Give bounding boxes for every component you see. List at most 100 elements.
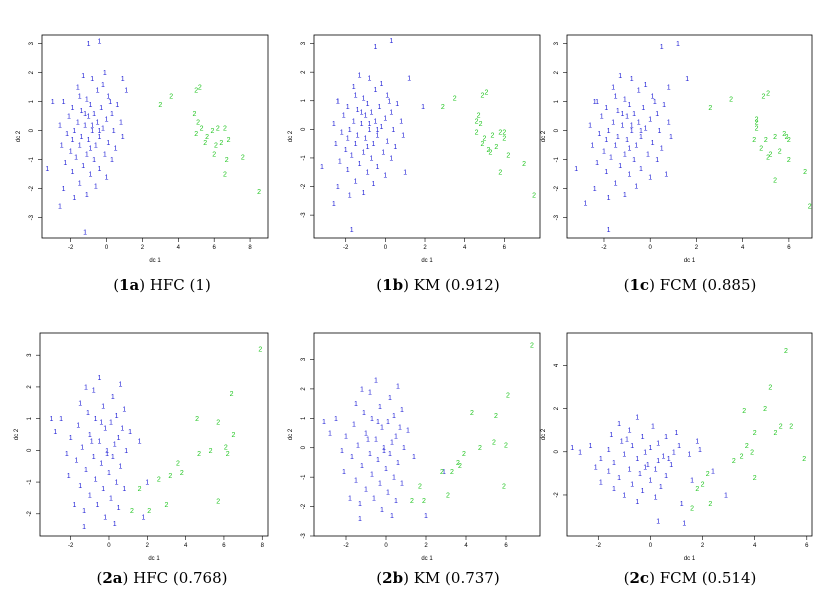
caption-text: ) HFC (1) — [139, 276, 211, 294]
cluster-2-point: 2 — [205, 134, 209, 141]
cluster-1-point: 1 — [402, 445, 406, 452]
cluster-1-point: 1 — [92, 388, 96, 395]
cluster-2-point: 2 — [485, 90, 489, 97]
cluster-1-point: 1 — [352, 118, 356, 125]
panel-caption: (2b) KM (0.737) — [376, 569, 499, 587]
cluster-1-point: 1 — [623, 192, 627, 199]
cluster-1-point: 1 — [388, 395, 392, 402]
cluster-2-point: 2 — [808, 204, 812, 211]
cluster-1-point: 1 — [657, 128, 661, 135]
cluster-1-point: 1 — [584, 201, 588, 208]
cluster-1-point: 1 — [115, 102, 119, 109]
cluster-1-point: 1 — [380, 507, 384, 514]
cluster-1-point: 1 — [94, 416, 98, 423]
y-tick-label: -2 — [554, 492, 560, 498]
cluster-1-point: 1 — [111, 454, 115, 461]
cluster-2-point: 2 — [210, 128, 214, 135]
cluster-2-point: 2 — [138, 486, 142, 493]
cluster-1-point: 1 — [103, 514, 107, 521]
y-tick-label: -2 — [27, 510, 33, 516]
cluster-2-point: 2 — [196, 120, 200, 127]
cluster-1-point: 1 — [372, 495, 376, 502]
cluster-1-point: 1 — [124, 88, 128, 95]
cluster-2-point: 2 — [766, 154, 770, 161]
cluster-1-point: 1 — [109, 419, 113, 426]
cluster-1-point: 1 — [87, 114, 91, 121]
cluster-1-point: 1 — [635, 415, 639, 422]
cluster-1-point: 1 — [84, 467, 88, 474]
y-tick-label: 0 — [301, 127, 307, 131]
y-tick-label: 3 — [27, 353, 33, 357]
cluster-1-point: 1 — [138, 438, 142, 445]
y-tick-label: -3 — [29, 214, 35, 220]
x-tick-label: 0 — [384, 543, 388, 549]
x-tick-label: 0 — [649, 543, 653, 549]
cluster-1-point: 1 — [690, 477, 694, 484]
y-tick-label: -2 — [29, 185, 35, 191]
x-tick-label: 6 — [222, 543, 226, 549]
cluster-1-point: 1 — [84, 384, 88, 391]
cluster-1-point: 1 — [106, 93, 110, 100]
cluster-1-point: 1 — [338, 158, 342, 165]
cluster-1-point: 1 — [59, 416, 63, 423]
y-tick-label: 3 — [29, 41, 35, 45]
cluster-1-point: 1 — [611, 120, 615, 127]
cluster-1-point: 1 — [364, 486, 368, 493]
cluster-1-point: 1 — [646, 462, 650, 469]
cluster-1-point: 1 — [599, 480, 603, 487]
cluster-1-point: 1 — [639, 128, 643, 135]
cluster-1-point: 1 — [664, 473, 668, 480]
cluster-1-point: 1 — [356, 133, 360, 140]
cluster-1-point: 1 — [113, 521, 117, 528]
y-tick-label: -3 — [301, 212, 307, 218]
cluster-2-point: 2 — [490, 133, 494, 140]
cluster-1-point: 1 — [643, 449, 647, 456]
x-tick-label: 4 — [741, 245, 745, 251]
cluster-1-point: 1 — [655, 157, 659, 164]
cluster-1-point: 1 — [78, 143, 82, 150]
x-tick-label: 2 — [701, 543, 705, 549]
cluster-1-point: 1 — [637, 88, 641, 95]
cluster-1-point: 1 — [634, 183, 638, 190]
y-axis-label: dc 2 — [541, 130, 547, 142]
cluster-1-point: 1 — [115, 413, 119, 420]
cluster-2-point: 2 — [729, 96, 733, 103]
cluster-1-point: 1 — [630, 443, 634, 450]
cluster-1-point: 1 — [614, 180, 618, 187]
cluster-1-point: 1 — [354, 93, 358, 100]
cluster-1-point: 1 — [623, 96, 627, 103]
cluster-2-point: 2 — [740, 454, 744, 461]
cluster-1-point: 1 — [607, 128, 611, 135]
cluster-1-point: 1 — [635, 456, 639, 463]
cluster-1-point: 1 — [424, 513, 428, 520]
cluster-1-point: 1 — [627, 102, 631, 109]
x-tick-label: 4 — [753, 543, 757, 549]
cluster-2-point: 2 — [498, 130, 502, 137]
cluster-1-point: 1 — [618, 163, 622, 170]
cluster-1-point: 1 — [389, 110, 393, 117]
cluster-1-point: 1 — [382, 445, 386, 452]
caption-id: 1b — [382, 276, 403, 294]
cluster-2-point: 2 — [241, 154, 245, 161]
cluster-1-point: 1 — [72, 195, 76, 202]
cluster-1-point: 1 — [376, 419, 380, 426]
cluster-1-point: 1 — [667, 456, 671, 463]
cluster-1-point: 1 — [142, 514, 146, 521]
cluster-1-point: 1 — [340, 130, 344, 137]
cluster-1-point: 1 — [328, 431, 332, 438]
cluster-1-point: 1 — [119, 381, 123, 388]
cluster-2-point: 2 — [502, 483, 506, 490]
cluster-1-point: 1 — [625, 436, 629, 443]
cluster-2-point: 2 — [257, 189, 261, 196]
cluster-1-point: 1 — [99, 461, 103, 468]
panel-caption: (1b) KM (0.912) — [376, 276, 499, 294]
cluster-1-point: 1 — [399, 118, 403, 125]
x-tick-label: -2 — [601, 245, 607, 251]
cluster-1-point: 1 — [105, 451, 109, 458]
y-tick-label: -2 — [554, 185, 560, 191]
x-tick-label: 0 — [649, 245, 653, 251]
cluster-1-point: 1 — [88, 172, 92, 179]
cluster-1-point: 1 — [69, 435, 73, 442]
cluster-1-point: 1 — [92, 111, 96, 118]
